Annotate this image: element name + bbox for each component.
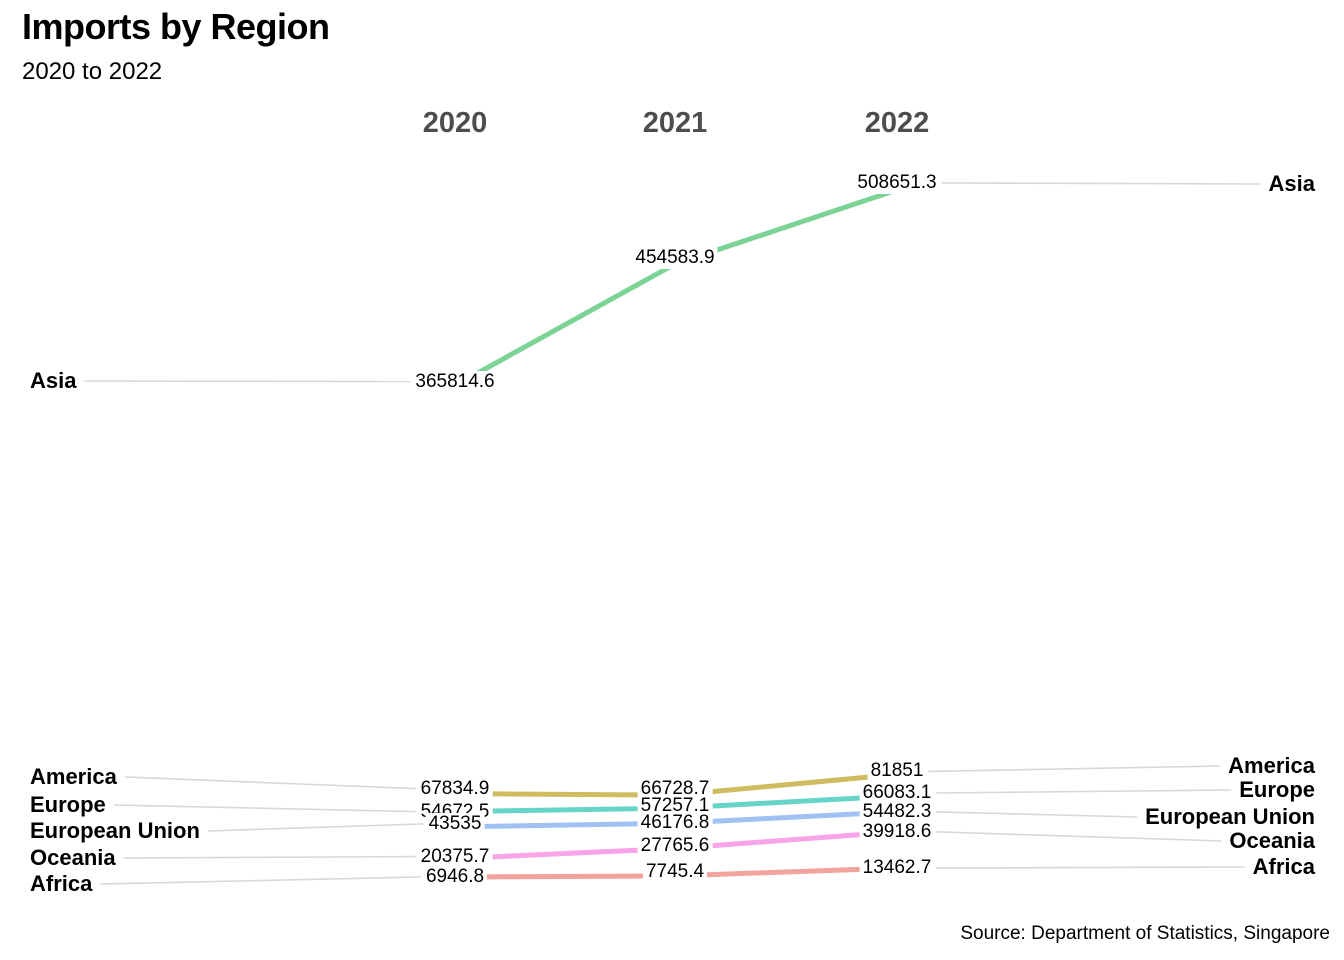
leader-line-left-europe bbox=[113, 804, 416, 813]
value-label-oceania-2021: 27765.6 bbox=[637, 835, 713, 858]
value-label-africa-2022: 13462.7 bbox=[859, 857, 935, 880]
leader-line-right-european-union bbox=[936, 811, 1138, 818]
chart-title: Imports by Region bbox=[22, 6, 330, 47]
leader-line-left-european-union bbox=[207, 823, 424, 832]
region-label-right-oceania: Oceania bbox=[1229, 828, 1315, 853]
source-caption: Source: Department of Statistics, Singap… bbox=[960, 923, 1330, 944]
value-label-oceania-2020: 20375.7 bbox=[417, 845, 493, 868]
value-label-oceania-2022: 39918.6 bbox=[859, 820, 935, 843]
leader-line-left-america bbox=[124, 776, 416, 790]
x-axis-label-2020: 2020 bbox=[422, 107, 488, 139]
region-label-right-asia: Asia bbox=[1268, 171, 1315, 196]
series-line-asia bbox=[452, 187, 900, 389]
value-label-america-2021: 66728.7 bbox=[637, 778, 713, 801]
region-label-left-africa: Africa bbox=[30, 871, 93, 896]
value-label-european-union-2022: 54482.3 bbox=[859, 800, 935, 823]
leader-line-right-asia bbox=[941, 182, 1261, 185]
region-label-right-america: America bbox=[1228, 753, 1315, 778]
value-label-america-2022: 81851 bbox=[867, 760, 927, 783]
value-label-asia-2021: 454583.9 bbox=[632, 246, 718, 269]
value-label-european-union-2020: 43535 bbox=[425, 812, 485, 835]
value-label-america-2020: 67834.9 bbox=[417, 777, 493, 800]
region-label-left-america: America bbox=[30, 764, 117, 789]
leader-line-left-africa bbox=[100, 876, 421, 885]
x-axis-label-2022: 2022 bbox=[864, 107, 930, 139]
leader-line-right-oceania bbox=[936, 831, 1222, 842]
leader-line-right-africa bbox=[936, 866, 1245, 869]
value-label-asia-2020: 365814.6 bbox=[412, 370, 498, 393]
region-label-right-africa: Africa bbox=[1252, 854, 1315, 879]
value-label-europe-2022: 66083.1 bbox=[859, 782, 935, 804]
value-label-africa-2021: 7745.4 bbox=[642, 860, 708, 883]
value-label-asia-2022: 508651.3 bbox=[854, 171, 940, 194]
region-label-left-asia: Asia bbox=[30, 368, 77, 393]
value-label-africa-2020: 6946.8 bbox=[422, 865, 488, 888]
region-label-right-europe: Europe bbox=[1239, 777, 1315, 802]
x-axis-label-2021: 2021 bbox=[642, 107, 708, 139]
leader-line-left-asia bbox=[84, 380, 411, 383]
leader-line-left-oceania bbox=[123, 855, 416, 859]
value-label-europe-2021: 57257.1 bbox=[637, 795, 713, 818]
region-label-left-europe: Europe bbox=[30, 792, 106, 817]
chart-subtitle: 2020 to 2022 bbox=[22, 58, 163, 85]
region-label-right-european-union: European Union bbox=[1145, 804, 1315, 829]
value-label-european-union-2021: 46176.8 bbox=[637, 812, 713, 835]
leader-line-right-europe bbox=[936, 789, 1232, 794]
region-label-left-european-union: European Union bbox=[30, 818, 200, 843]
region-label-left-oceania: Oceania bbox=[30, 845, 116, 870]
leader-line-right-america bbox=[928, 765, 1221, 773]
